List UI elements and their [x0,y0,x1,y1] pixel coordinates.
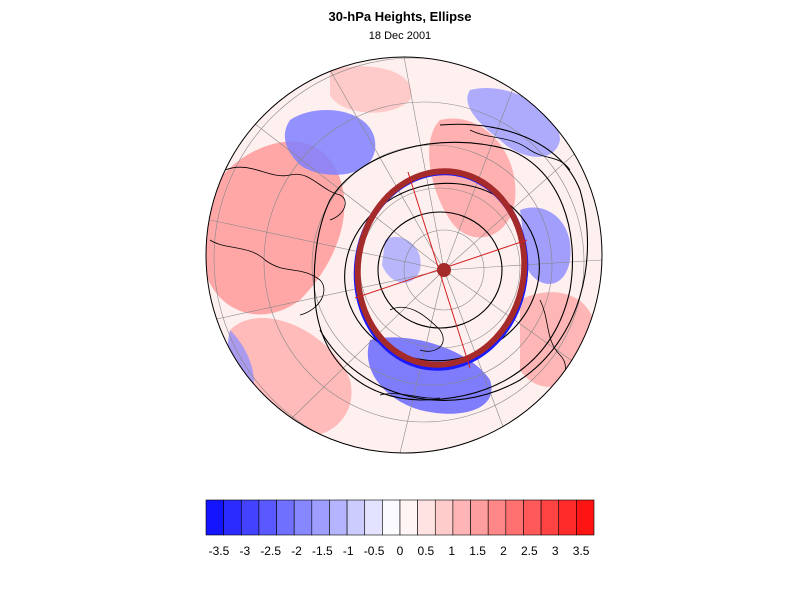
colorbar-swatch [452,499,471,536]
vortex-ellipse [353,168,529,371]
colorbar-swatch [434,499,454,536]
colorbar-swatch [576,499,595,536]
colorbar-swatch [523,499,542,536]
colorbar-swatch [276,499,295,536]
colorbar-tick-label: 0 [397,544,404,558]
colorbar-tick-label: -2.5 [260,544,281,558]
colorbar-tick-label: 1.5 [469,544,486,558]
colorbar-swatch [540,499,560,536]
colorbar-swatch [505,499,524,536]
height-contours [313,123,589,401]
colorbar-tick-label: -0.5 [364,544,385,558]
colorbar-tick-label: 3.5 [573,544,590,558]
colorbar-tick-label: -3 [239,544,250,558]
colorbar-swatch [311,499,330,536]
graticule [209,57,602,453]
colorbar-tick-label: 3 [552,544,559,558]
map-date: 18 Dec 2001 [368,30,432,42]
colorbar-swatch [293,499,313,536]
colorbar-swatch [364,499,383,536]
colorbar-swatch [205,499,224,536]
colorbar-swatch [329,499,348,536]
colorbar-tick-label: -2 [291,544,302,558]
colorbar-swatch [240,499,260,536]
colorbar-tick-label: 2 [500,544,507,558]
colorbar-tick-label: -3.5 [209,544,230,558]
colorbar-swatch [382,499,401,536]
colorbar-swatch [346,499,366,536]
colorbar-swatch [487,499,507,536]
colorbar-swatch [399,499,418,536]
colorbar-swatch [470,499,489,536]
colorbar-swatch [223,499,242,536]
colorbar-tick-label: -1.5 [312,544,333,558]
colorbar-tick-label: 2.5 [521,544,538,558]
colorbar-tick-label: -1 [343,544,354,558]
colorbar-swatch [417,499,436,536]
colorbar-tick-label: 0.5 [418,544,435,558]
ellipse-center-marker [437,263,451,277]
map-title: 30-hPa Heights, Ellipse [328,9,472,24]
colorbar-swatch [558,499,577,536]
map-boundary [205,56,603,454]
colorbar-swatch [258,499,277,536]
colorbar-tick-label: 1 [448,544,455,558]
anomaly-field [206,57,602,453]
